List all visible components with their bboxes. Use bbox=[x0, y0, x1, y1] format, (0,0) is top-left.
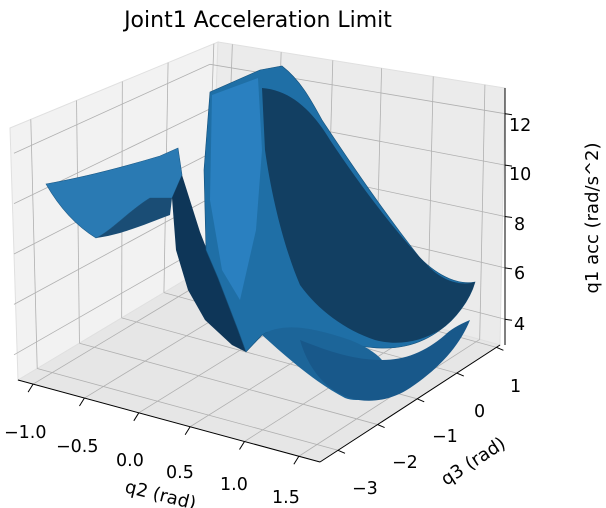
z-tick-mark bbox=[504, 216, 513, 218]
y-tick-label: −3 bbox=[352, 479, 378, 499]
x-tick-label: −1.0 bbox=[4, 423, 47, 443]
x-tick-mark bbox=[184, 426, 191, 436]
surface-valley-wall bbox=[172, 175, 246, 352]
x-tick-labels: −1.0 −0.5 0.0 0.5 1.0 1.5 bbox=[4, 423, 300, 508]
z-tick-mark bbox=[504, 318, 513, 321]
z-tick-mark bbox=[504, 113, 513, 116]
z-grid-line bbox=[13, 63, 211, 154]
x-tick-label: 1.0 bbox=[220, 475, 248, 495]
z-tick-label: 8 bbox=[514, 215, 525, 235]
y-tick-mark bbox=[417, 398, 425, 403]
x-axis-line bbox=[17, 379, 321, 463]
y-tick-labels: −3 −2 −1 0 1 bbox=[352, 377, 521, 499]
z-tick-mark bbox=[504, 267, 513, 270]
x-grid-line bbox=[479, 84, 486, 340]
surface-main-hill-dark bbox=[262, 88, 475, 343]
z-tick-mark bbox=[504, 164, 513, 167]
surface-plot bbox=[45, 65, 476, 401]
y-tick-label: −2 bbox=[392, 453, 418, 473]
z-grid-line bbox=[13, 108, 211, 204]
x-tick-label: −0.5 bbox=[56, 437, 99, 457]
z-tick-label: 6 bbox=[514, 264, 525, 284]
surface-highlight bbox=[210, 78, 262, 300]
y-tick-label: −1 bbox=[432, 427, 458, 447]
x-tick-label: 0.0 bbox=[116, 451, 144, 471]
y-tick-mark bbox=[496, 346, 504, 351]
x-tick-mark bbox=[239, 441, 245, 450]
z-grid-line bbox=[13, 242, 211, 356]
surface-front-basin bbox=[300, 320, 470, 401]
z-tick-label: 4 bbox=[514, 315, 525, 335]
x-tick-label: 0.5 bbox=[166, 463, 194, 483]
z-tick-label: 10 bbox=[509, 165, 531, 185]
z-axis-label: q1 acc (rad/s^2) bbox=[582, 142, 603, 293]
x-tick-label: 1.5 bbox=[272, 488, 300, 508]
y-grid-line bbox=[37, 368, 339, 451]
y-tick-mark bbox=[456, 372, 464, 377]
surface-left-lobe-shade bbox=[96, 198, 172, 238]
y-axis-line bbox=[319, 344, 501, 463]
x-tick-mark bbox=[27, 383, 34, 393]
z-tick-label: 12 bbox=[509, 116, 531, 136]
x-tick-mark bbox=[133, 412, 140, 422]
y-tick-mark bbox=[377, 424, 385, 429]
tick-marks bbox=[27, 113, 513, 465]
x-tick-mark bbox=[293, 455, 300, 465]
y-grid-line bbox=[79, 342, 378, 425]
z-tick-labels: 4 6 8 10 12 bbox=[509, 116, 531, 335]
y-tick-label: 0 bbox=[474, 402, 485, 422]
x-tick-mark bbox=[79, 397, 85, 407]
x-grid-line bbox=[298, 339, 480, 457]
y-tick-mark bbox=[337, 449, 346, 454]
y-tick-label: 1 bbox=[510, 377, 521, 397]
chart-title: Joint1 Acceleration Limit bbox=[122, 8, 392, 33]
